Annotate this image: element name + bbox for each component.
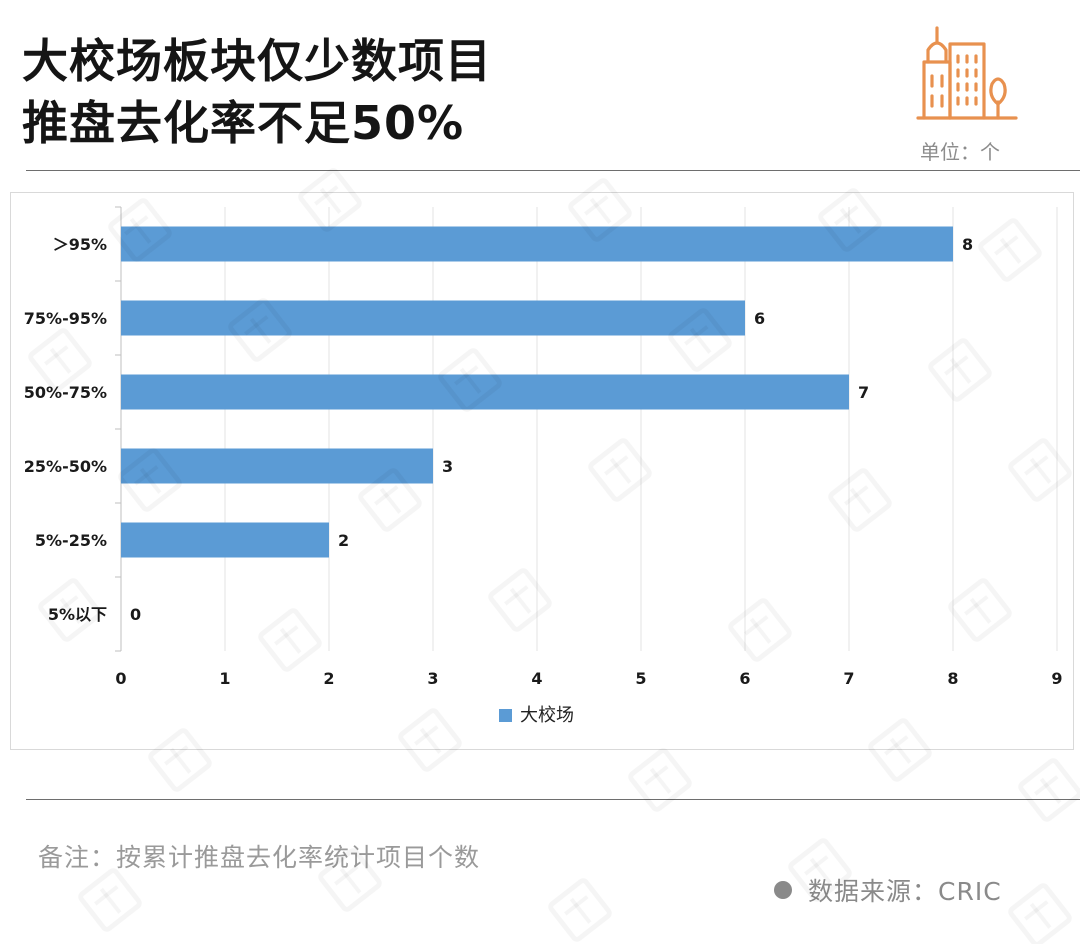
unit-label: 单位：个 <box>920 140 1000 164</box>
city-buildings-icon <box>916 26 1018 120</box>
category-label: 75%-95% <box>24 309 107 328</box>
category-label: 5%-25% <box>35 531 107 550</box>
watermark-mark <box>1008 883 1072 944</box>
watermark-mark <box>628 748 692 812</box>
data-label: 0 <box>130 605 141 624</box>
x-tick-label: 8 <box>947 669 958 688</box>
x-tick-label: 0 <box>115 669 126 688</box>
x-tick-label: 6 <box>739 669 750 688</box>
data-label: 3 <box>442 457 453 476</box>
bar <box>121 448 433 484</box>
bar <box>121 226 953 262</box>
category-label: 50%-75% <box>24 383 107 402</box>
x-tick-label: 9 <box>1051 669 1062 688</box>
category-label: 5%以下 <box>48 605 107 624</box>
x-tick-label: 7 <box>843 669 854 688</box>
x-tick-label: 1 <box>219 669 230 688</box>
chart-area: ＞95% 8 75%-95% 6 50%-75% 7 25%-50% 3 5%-25% 2 5%以下… <box>10 192 1074 750</box>
legend-label: 大校场 <box>520 705 574 726</box>
header-divider <box>26 170 1080 171</box>
data-source: 数据来源：CRIC <box>774 872 1002 908</box>
x-tick-label: 4 <box>531 669 542 688</box>
chart-title-line-2: 推盘去化率不足50% <box>22 96 465 150</box>
data-label: 6 <box>754 309 765 328</box>
watermark-mark <box>78 868 142 932</box>
source-dot-icon <box>774 881 792 899</box>
watermark-mark <box>548 878 612 942</box>
bar <box>121 522 329 558</box>
watermark-mark <box>1018 758 1080 822</box>
bar <box>121 300 745 336</box>
x-tick-label: 3 <box>427 669 438 688</box>
chart-title: 大校场板块仅少数项目 推盘去化率不足50% <box>22 30 492 154</box>
data-label: 7 <box>858 383 869 402</box>
chart-title-line-1: 大校场板块仅少数项目 <box>22 34 492 88</box>
bar <box>121 374 849 410</box>
category-label: ＞95% <box>53 235 107 254</box>
legend-square-icon <box>499 709 512 722</box>
data-source-text: 数据来源：CRIC <box>808 877 1002 906</box>
footer-divider <box>26 799 1080 800</box>
footnote: 备注：按累计推盘去化率统计项目个数 <box>38 843 481 872</box>
data-label: 8 <box>962 235 973 254</box>
bar-chart: ＞95% 8 75%-95% 6 50%-75% 7 25%-50% 3 5%-25% 2 5%以下… <box>24 206 1063 726</box>
data-label: 2 <box>338 531 349 550</box>
category-label: 25%-50% <box>24 457 107 476</box>
x-tick-label: 2 <box>323 669 334 688</box>
x-tick-label: 5 <box>635 669 646 688</box>
